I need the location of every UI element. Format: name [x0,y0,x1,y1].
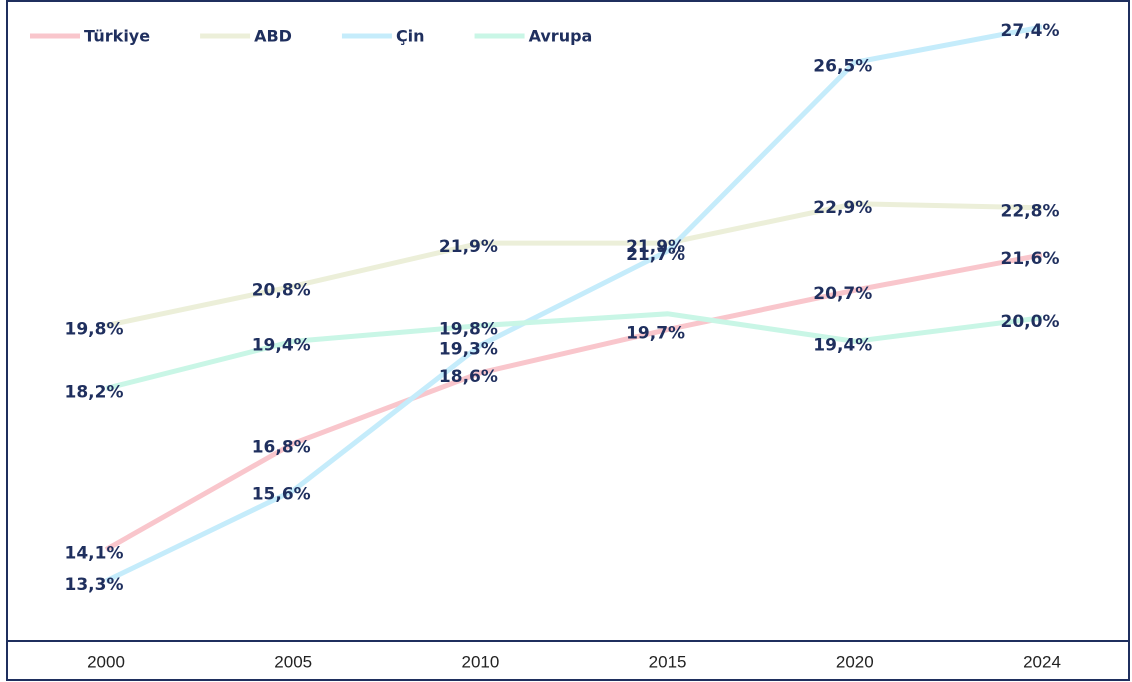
series-line [104,24,1043,584]
value-label: 15,6% [252,485,311,505]
value-label: 19,8% [439,320,498,340]
value-label: 19,8% [65,320,124,340]
value-label: 21,7% [626,245,685,265]
value-label: 21,6% [1001,249,1060,269]
value-label: 20,8% [252,280,311,300]
value-label: 18,6% [439,367,498,387]
value-label: 20,0% [1001,312,1060,332]
value-label: 18,2% [65,382,124,402]
series-line [104,252,1043,552]
legend-label: Çin [396,27,425,46]
value-label: 19,3% [439,339,498,359]
value-label: 19,4% [813,335,872,355]
x-tick-label: 2005 [274,652,312,671]
value-label: 19,4% [252,335,311,355]
legend-label: Avrupa [529,27,593,46]
value-label: 16,8% [252,437,311,457]
x-tick-label: 2010 [461,652,499,671]
x-tick-label: 2015 [649,652,687,671]
value-label: 27,4% [1001,21,1060,41]
value-label: 26,5% [813,56,872,76]
value-label: 14,1% [65,544,124,564]
value-label: 19,7% [626,324,685,344]
series-line [105,201,1043,329]
value-label: 20,7% [813,284,872,304]
legend-label: Türkiye [84,27,150,46]
series-line [105,311,1043,391]
value-label: 21,9% [626,237,685,257]
x-tick-label: 2000 [87,652,125,671]
value-label: 21,9% [439,237,498,257]
frame [6,0,1130,681]
value-label: 22,9% [813,198,872,218]
x-tick-label: 2020 [836,652,874,671]
value-label: 13,3% [65,575,124,595]
x-tick-label: 2024 [1023,652,1061,671]
legend-label: ABD [254,27,292,46]
value-label: 22,8% [1001,202,1060,222]
